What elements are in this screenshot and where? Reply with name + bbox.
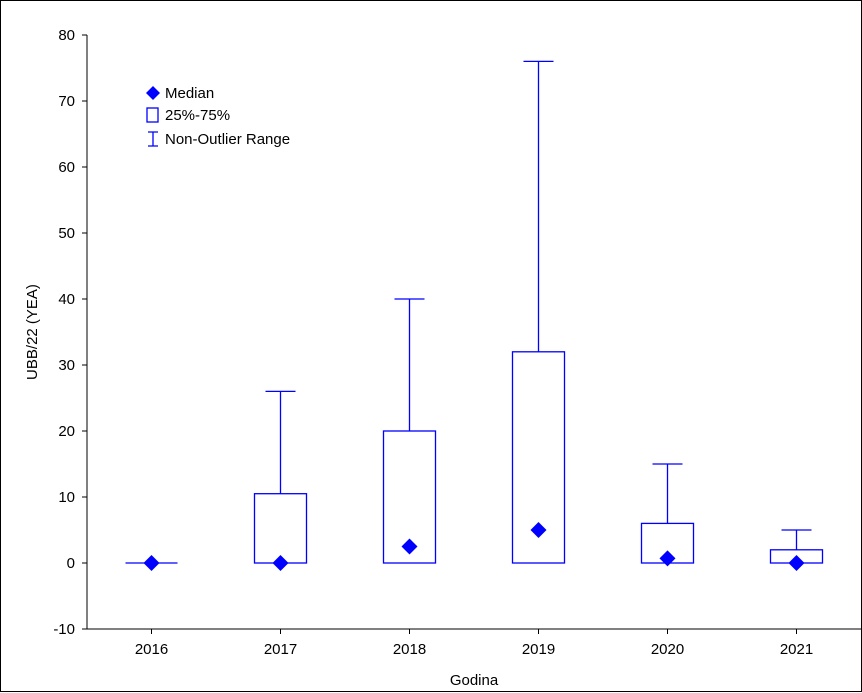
y-tick-label: 10 [58,489,75,506]
median-marker [788,555,805,571]
x-tick-label: 2021 [780,641,813,658]
median-marker [401,538,418,555]
iqr-box [511,351,566,564]
y-tick-label: 60 [58,159,75,176]
axes: -10 0 10 20 30 40 50 60 70 80 2016 2017 2018 2019 2020… [53,27,861,658]
x-tick-label: 2020 [651,641,684,658]
plot-marks [125,60,824,571]
y-tick-label: 70 [58,93,75,110]
legend-label-range: Non-Outlier Range [165,131,290,148]
median-marker [143,555,160,571]
iqr-box [253,493,308,564]
y-tick-label: 40 [58,291,75,308]
median-marker [659,550,676,567]
iqr-box [382,430,437,564]
y-tick-label: 30 [58,357,75,374]
box-legend-icon [146,107,159,123]
y-axis-label: UBB/22 (YEA) [24,284,41,380]
whisker-legend-icon [148,131,158,147]
y-tick-label: 80 [58,27,75,44]
legend-label-box: 25%-75% [165,107,230,124]
y-tick-label: 20 [58,423,75,440]
legend-label-median: Median [165,85,214,102]
x-tick-label: 2017 [264,641,297,658]
median-marker [530,522,547,538]
x-tick-label: 2016 [135,641,168,658]
y-tick-label: 50 [58,225,75,242]
median-legend-icon [146,86,160,100]
x-tick-label: 2019 [522,641,555,658]
legend: Median 25%-75% Non-Outlier Range [146,85,290,148]
x-axis-label: Godina [450,672,499,689]
median-marker [272,555,289,571]
y-tick-label: 0 [67,555,75,572]
y-tick-label: -10 [53,621,75,638]
x-tick-label: 2018 [393,641,426,658]
